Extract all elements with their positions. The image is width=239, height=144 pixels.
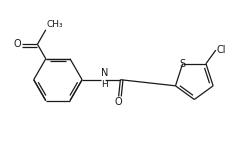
Text: H: H [101, 80, 108, 89]
Text: O: O [13, 39, 21, 49]
Text: Cl: Cl [216, 45, 226, 55]
Text: S: S [179, 59, 186, 69]
Text: N: N [101, 68, 109, 78]
Text: CH₃: CH₃ [47, 20, 63, 29]
Text: O: O [114, 97, 122, 107]
